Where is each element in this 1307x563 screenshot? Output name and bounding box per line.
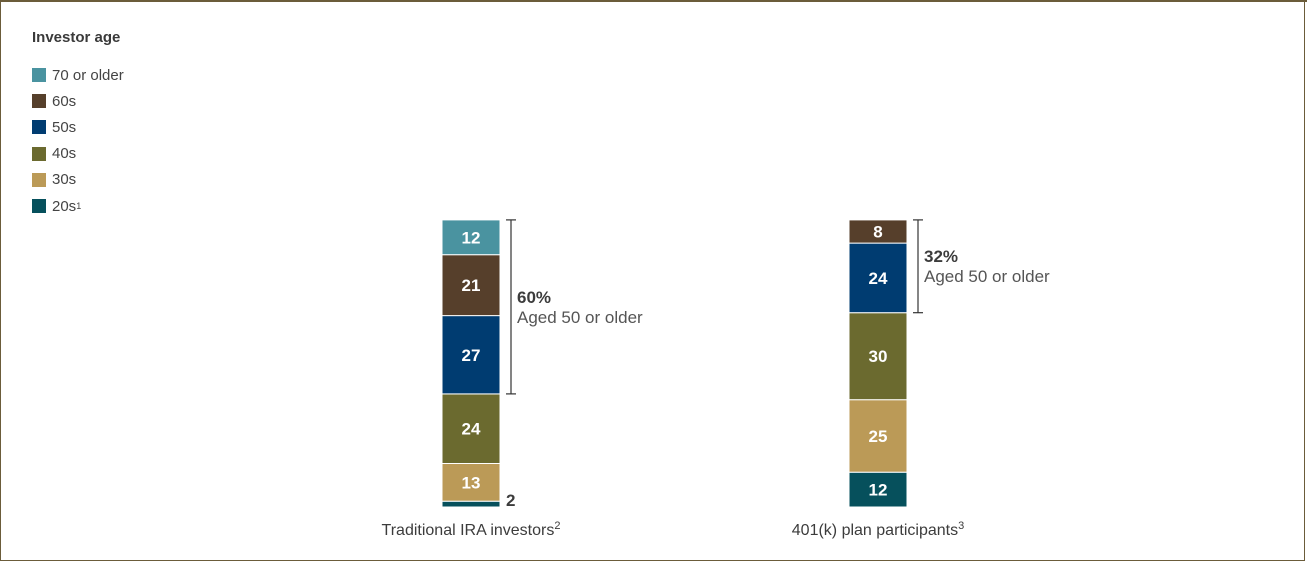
bar-segment [441, 500, 501, 508]
bar-segment [848, 219, 908, 244]
annotation-text: Aged 50 or older [924, 267, 1050, 286]
legend-label: 40s [52, 145, 77, 163]
legend-swatch [32, 94, 46, 109]
annotation-text: Aged 50 or older [517, 308, 643, 327]
annotation-percent: 32% [924, 247, 958, 266]
legend-swatch [32, 172, 46, 187]
legend-label: 30s [52, 171, 77, 189]
legend-label: 60s [52, 92, 77, 110]
legend-swatch [32, 199, 46, 214]
bar-segment [848, 312, 908, 401]
segment-value-label: 8 [873, 223, 882, 242]
segment-value-label: 21 [462, 276, 481, 295]
legend-item: 70 or older [32, 62, 124, 88]
legend-item: 60s [32, 88, 124, 114]
legend-label: 50s [52, 118, 77, 136]
segment-value-label: 25 [869, 427, 888, 446]
legend-swatch [32, 68, 46, 83]
legend-item: 30s [32, 167, 124, 193]
legend-label: 20s [52, 197, 77, 215]
legend-label: 70 or older [52, 66, 124, 84]
legend-item: 40s [32, 141, 124, 167]
segment-value-label: 27 [462, 346, 481, 365]
bar-segment [848, 399, 908, 473]
legend-item: 20s 1 [32, 193, 124, 219]
legend-item: 50s [32, 114, 124, 140]
segment-value-label: 12 [462, 228, 481, 247]
legend-swatch [32, 146, 46, 161]
bar-segment [441, 219, 501, 256]
category-label: 401(k) plan participants3 [792, 520, 964, 539]
bar-segment [848, 242, 908, 314]
segment-value-label: 24 [462, 420, 481, 439]
legend-swatch [32, 120, 46, 135]
bar-segment [441, 463, 501, 502]
legend-title: Investor age [32, 29, 121, 46]
annotation-percent: 60% [517, 288, 551, 307]
bar-segment [441, 254, 501, 317]
bar-segment [441, 393, 501, 464]
segment-value-label: 30 [869, 347, 888, 366]
segment-value-label: 2 [506, 491, 515, 510]
segment-value-label: 24 [869, 269, 888, 288]
segment-value-label: 13 [462, 473, 481, 492]
bar-segment [848, 471, 908, 508]
category-label: Traditional IRA investors2 [382, 520, 561, 539]
legend: 70 or older 60s 50s 40s 30s 20s 1 [32, 67, 124, 229]
bar-segment [441, 315, 501, 395]
segment-value-label: 12 [869, 481, 888, 500]
